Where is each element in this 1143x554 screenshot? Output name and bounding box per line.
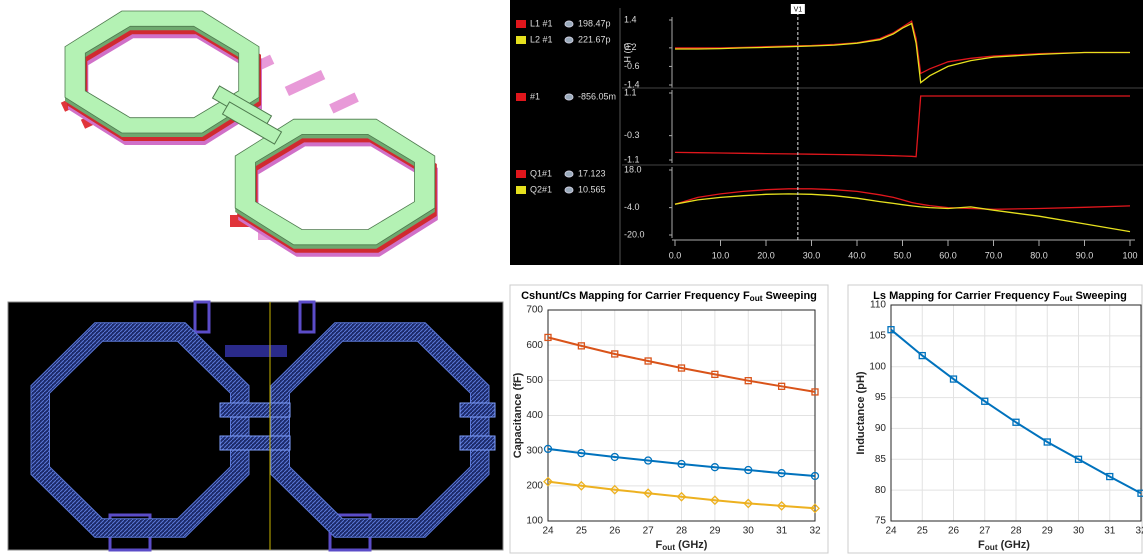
title-subscript: out	[1060, 294, 1073, 303]
y-tick-label: 90	[875, 423, 887, 434]
y-tick-label: -0.3	[624, 130, 640, 140]
x-tick-label: 24	[542, 526, 554, 537]
legend-readout: -856.05m	[578, 91, 616, 101]
x-tick-label: 30	[1073, 526, 1085, 537]
eye-icon	[565, 21, 573, 27]
y-tick-label: 105	[869, 330, 886, 341]
y-tick-label: 700	[526, 305, 543, 316]
x-tick-label: 32	[809, 526, 821, 537]
y-tick-label: -4.0	[624, 202, 640, 212]
layout-bridge	[460, 403, 495, 417]
metal	[225, 345, 287, 357]
x-tick-label: 30.0	[803, 250, 821, 260]
x-tick-label: 40.0	[848, 250, 866, 260]
title-suffix: Sweeping	[1072, 290, 1126, 302]
eye-icon	[565, 187, 573, 193]
title: Ls Mapping for Carrier Frequency F	[873, 290, 1060, 302]
legend-swatch	[516, 93, 526, 101]
eye-icon	[565, 94, 573, 100]
y-tick-label: 1.4	[624, 14, 637, 24]
y-tick-label: 18.0	[624, 164, 642, 174]
legend-swatch	[516, 170, 526, 178]
y-tick-label: 300	[526, 445, 543, 456]
x-tick-label: 25	[576, 526, 588, 537]
y-axis-label: Capacitance (fF)	[512, 372, 524, 458]
y-tick-label: 100	[526, 516, 543, 527]
eye-icon	[565, 37, 573, 43]
x-tick-label: 26	[948, 526, 960, 537]
y-axis-label: Inductance (pH)	[855, 371, 867, 454]
xlabel-suffix: (GHz)	[998, 539, 1031, 551]
figure: 1.40.2-0.6-1.4H (n)L1 #1198.47pL2 #1221.…	[0, 0, 1143, 554]
x-tick-label: 31	[1104, 526, 1116, 537]
xlabel-subscript: out	[662, 543, 675, 552]
layout-bridge	[220, 403, 290, 417]
layout-bridge	[460, 436, 495, 450]
legend-readout: 198.47p	[578, 18, 611, 28]
x-tick-label: 70.0	[985, 250, 1003, 260]
xlabel-suffix: (GHz)	[675, 539, 708, 551]
legend-readout: 10.565	[578, 184, 606, 194]
y-tick-label: 100	[869, 361, 886, 372]
y-tick-label: 500	[526, 375, 543, 386]
legend-readout: 221.67p	[578, 34, 611, 44]
legend-label: L2 #1	[530, 34, 553, 44]
x-tick-label: 29	[709, 526, 721, 537]
x-tick-label: 28	[1010, 526, 1022, 537]
legend-readout: 17.123	[578, 168, 606, 178]
y-tick-label: -1.1	[624, 154, 640, 164]
legend-label: Q1#1	[530, 168, 552, 178]
y-tick-label: 1.1	[624, 87, 637, 97]
legend-swatch	[516, 186, 526, 194]
x-tick-label: 32	[1135, 526, 1143, 537]
title-suffix: Sweeping	[763, 290, 817, 302]
layout-bridge	[220, 436, 290, 450]
x-tick-label: 29	[1042, 526, 1054, 537]
y-tick-label: 85	[875, 454, 887, 465]
y-tick-label: -20.0	[624, 229, 645, 239]
title: Cshunt/Cs Mapping for Carrier Frequency …	[521, 290, 750, 302]
y-axis-label: H (n)	[622, 42, 632, 62]
x-tick-label: 27	[979, 526, 991, 537]
x-tick-label: 27	[643, 526, 655, 537]
eye-icon	[565, 171, 573, 177]
legend-swatch	[516, 20, 526, 28]
x-tick-label: 90.0	[1076, 250, 1094, 260]
cursor-label: V1	[794, 6, 803, 13]
y-tick-label: 600	[526, 340, 543, 351]
y-tick-label: 95	[875, 392, 887, 403]
x-tick-label: 28	[676, 526, 688, 537]
title-subscript: out	[750, 294, 763, 303]
title-text: Ls Mapping for Carrier Frequency Fout Sw…	[873, 290, 1127, 303]
legend-label: #1	[530, 91, 540, 101]
x-tick-label: 25	[917, 526, 929, 537]
title-text: Cshunt/Cs Mapping for Carrier Frequency …	[521, 290, 817, 303]
x-tick-label: 10.0	[712, 250, 730, 260]
legend-swatch	[516, 36, 526, 44]
xlabel-subscript: out	[985, 543, 998, 552]
x-tick-label: 100	[1122, 250, 1137, 260]
y-tick-label: 80	[875, 485, 887, 496]
legend-label: Q2#1	[530, 184, 552, 194]
x-tick-label: 26	[609, 526, 621, 537]
y-tick-label: 200	[526, 480, 543, 491]
x-tick-label: 31	[776, 526, 788, 537]
x-tick-label: 30	[743, 526, 755, 537]
x-tick-label: 80.0	[1030, 250, 1048, 260]
x-tick-label: 0.0	[669, 250, 682, 260]
x-tick-label: 50.0	[894, 250, 912, 260]
x-tick-label: 60.0	[939, 250, 957, 260]
legend-label: L1 #1	[530, 18, 553, 28]
x-tick-label: 24	[885, 526, 897, 537]
x-tick-label: 20.0	[757, 250, 775, 260]
y-tick-label: 400	[526, 410, 543, 421]
